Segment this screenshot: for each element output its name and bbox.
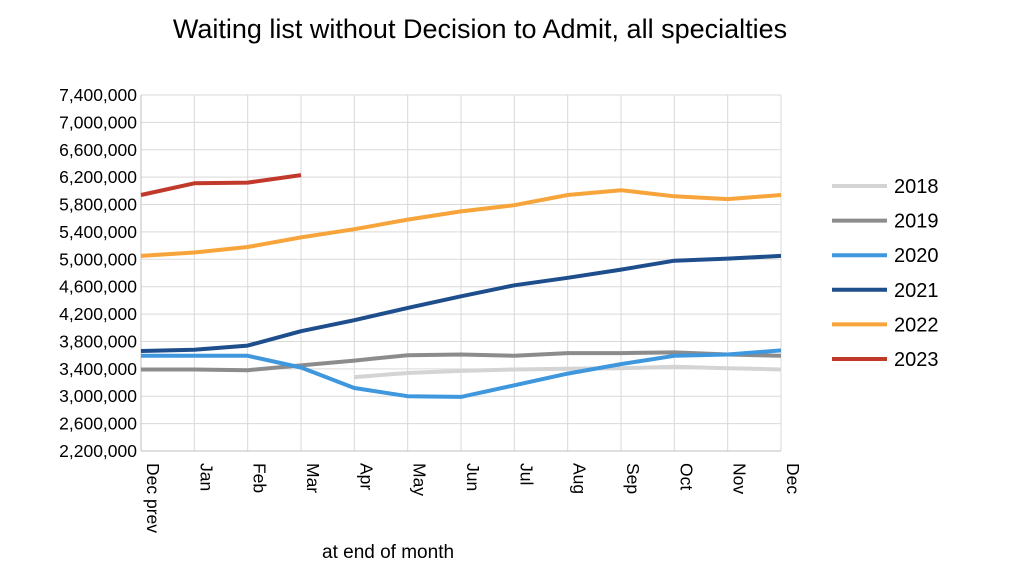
y-tick-label: 5,000,000 bbox=[59, 249, 137, 269]
x-axis-title: at end of month bbox=[322, 542, 455, 563]
series-line-2019 bbox=[141, 350, 782, 373]
legend-label-2021: 2021 bbox=[894, 280, 939, 302]
series-line-2022 bbox=[140, 188, 782, 258]
x-tick-label: May bbox=[410, 463, 430, 496]
x-tick-label: Jul bbox=[516, 463, 536, 485]
chart-title: Waiting list without Decision to Admit, … bbox=[172, 14, 788, 44]
series-lines bbox=[140, 173, 782, 399]
y-tick-label: 7,000,000 bbox=[59, 112, 137, 132]
y-tick-label: 5,800,000 bbox=[59, 195, 137, 215]
y-tick-label: 3,400,000 bbox=[59, 359, 137, 379]
series-line-2018 bbox=[354, 364, 782, 380]
x-tick-label: Oct bbox=[676, 463, 696, 490]
x-tick-label: Mar bbox=[303, 463, 323, 493]
y-tick-label: 3,000,000 bbox=[59, 386, 137, 406]
series-line-2023 bbox=[140, 173, 302, 197]
y-tick-label: 6,600,000 bbox=[59, 140, 137, 160]
x-tick-label: Sep bbox=[623, 463, 643, 494]
series-line-2020 bbox=[141, 348, 782, 399]
x-tick-label: Nov bbox=[730, 463, 750, 494]
y-tick-label: 2,200,000 bbox=[59, 441, 137, 461]
axes bbox=[140, 95, 781, 452]
legend-label-2022: 2022 bbox=[894, 314, 939, 336]
x-tick-labels: Dec prev Jan Feb Mar Apr May Jun Jul Aug Sep Oct No… bbox=[143, 463, 803, 533]
y-tick-label: 2,600,000 bbox=[59, 414, 137, 434]
y-tick-label: 4,600,000 bbox=[59, 277, 137, 297]
y-tick-label: 4,200,000 bbox=[59, 304, 137, 324]
y-tick-label: 3,800,000 bbox=[59, 331, 137, 351]
x-tick-label: Dec bbox=[783, 463, 803, 494]
x-tick-label: Apr bbox=[356, 463, 376, 490]
legend-label-2018: 2018 bbox=[894, 176, 939, 198]
x-tick-label: Dec prev bbox=[143, 463, 163, 533]
x-tick-label: Jan bbox=[196, 463, 216, 491]
x-tick-label: Feb bbox=[250, 463, 270, 493]
legend-label-2019: 2019 bbox=[894, 211, 939, 233]
legend-label-2023: 2023 bbox=[894, 349, 939, 371]
legend-label-2020: 2020 bbox=[894, 245, 939, 267]
x-tick-label: Aug bbox=[570, 463, 590, 494]
y-tick-label: 5,400,000 bbox=[59, 222, 137, 242]
y-tick-labels: 2,200,000 2,600,000 3,000,000 3,400,000 3,80… bbox=[59, 85, 137, 461]
y-tick-label: 7,400,000 bbox=[59, 85, 137, 105]
legend: 2018 2019 2020 2021 2022 2023 bbox=[832, 176, 939, 371]
x-tick-label: Jun bbox=[463, 463, 483, 491]
series-line-2021 bbox=[140, 253, 782, 353]
y-tick-label: 6,200,000 bbox=[59, 167, 137, 187]
